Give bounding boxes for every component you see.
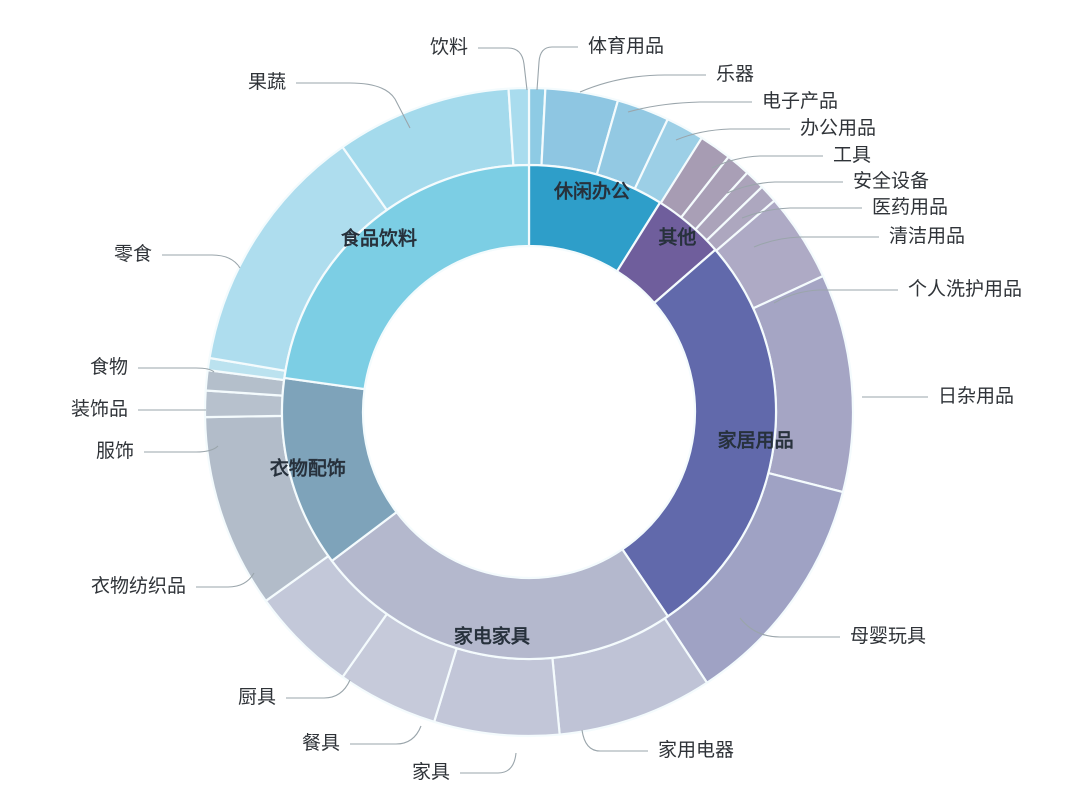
leader-line-7 <box>726 181 843 194</box>
leader-line-8 <box>741 207 862 219</box>
outer-ring-labels: 果蔬 饮料 体育用品乐器电子产品办公用品工具安全设备医药用品清洁用品个人洗护用品日杂… <box>71 35 1022 783</box>
outer-segment-21[interactable] <box>507 86 531 167</box>
outer-ring-callout-label-6: 工具 <box>833 145 871 166</box>
inner-ring-label-2: 家居用品 <box>718 428 794 451</box>
leader-line-4 <box>627 101 752 113</box>
inner-ring-label-5: 食品饮料 <box>341 227 417 250</box>
inner-ring-label-3: 家电家具 <box>454 624 530 647</box>
inner-ring-label-0: 休闲办公 <box>553 179 630 202</box>
leader-line-16 <box>286 679 351 699</box>
leader-line-18 <box>144 445 219 453</box>
outer-ring-callout-label-19: 装饰品 <box>71 398 128 420</box>
outer-ring-callout-label-12: 母婴玩具 <box>850 625 926 647</box>
inner-ring-label-1: 其他 <box>658 225 696 248</box>
leader-line-10 <box>773 289 898 304</box>
outer-ring-callout-label-7: 安全设备 <box>853 170 929 192</box>
outer-ring-callout-label-9: 清洁用品 <box>889 225 965 247</box>
inner-segment-2[interactable] <box>621 248 778 618</box>
leader-line-1 <box>478 47 528 91</box>
inner-segment-5[interactable] <box>283 163 531 391</box>
leader-line-17 <box>196 572 255 588</box>
leader-line-14 <box>460 752 517 774</box>
outer-ring-callout-label-4: 电子产品 <box>762 90 838 112</box>
leader-line-9 <box>753 236 879 248</box>
leader-line-6 <box>711 155 823 169</box>
outer-ring-callout-label-16: 厨具 <box>238 687 276 708</box>
leader-line-0 <box>296 82 411 129</box>
inner-segment-3[interactable] <box>330 510 669 661</box>
leader-line-15 <box>350 725 422 745</box>
outer-ring-segments <box>203 86 855 738</box>
outer-ring-callout-label-5: 办公用品 <box>800 117 876 139</box>
outer-ring-callout-label-21: 零食 <box>114 243 152 265</box>
outer-ring-callout-label-0: 果蔬 <box>248 71 286 93</box>
leader-line-5 <box>675 128 790 141</box>
leader-line-13 <box>581 729 648 752</box>
outer-ring-callout-label-2: 体育用品 <box>588 35 664 57</box>
outer-ring-callout-label-20: 食物 <box>90 356 128 378</box>
outer-ring-callout-label-1: 饮料 <box>430 36 468 58</box>
leader-line-3 <box>579 74 706 93</box>
outer-ring-callout-label-11: 日杂用品 <box>938 385 1014 407</box>
outer-ring-callout-label-10: 个人洗护用品 <box>908 278 1022 300</box>
leader-line-20 <box>138 367 215 373</box>
leader-line-21 <box>162 254 241 269</box>
leader-line-2 <box>536 46 578 91</box>
outer-ring-callout-label-15: 餐具 <box>302 732 340 754</box>
inner-ring-segments <box>280 163 778 661</box>
outer-ring-callout-label-8: 医药用品 <box>872 196 948 218</box>
leader-line-12 <box>739 617 840 638</box>
outer-ring-callout-label-18: 服饰 <box>96 440 134 462</box>
outer-ring-callout-label-14: 家具 <box>412 761 450 783</box>
outer-ring-callout-label-17: 衣物纺织品 <box>91 575 186 597</box>
inner-ring-label-4: 衣物配饰 <box>270 457 346 480</box>
outer-ring-callout-label-3: 乐器 <box>716 63 754 85</box>
outer-ring-callout-label-13: 家用电器 <box>658 739 734 761</box>
callout-leader-lines <box>138 46 928 774</box>
